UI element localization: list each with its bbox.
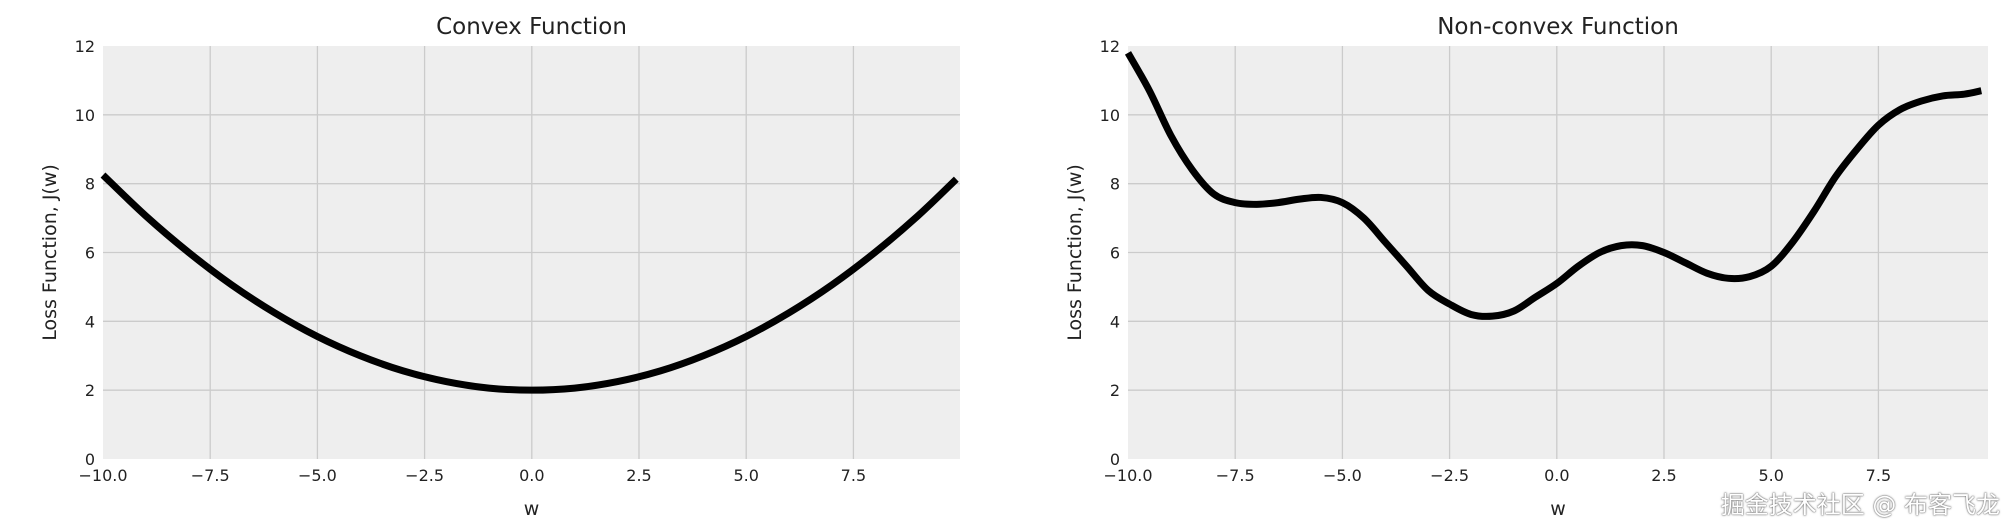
- loss-curve: [1124, 51, 1983, 320]
- x-tick-label: −5.0: [1323, 466, 1362, 485]
- x-tick-label: 5.0: [733, 466, 758, 485]
- x-tick-label: 7.5: [1866, 466, 1891, 485]
- y-tick-label: 6: [85, 244, 95, 263]
- y-tick-label: 8: [85, 175, 95, 194]
- x-tick-label: 2.5: [1651, 466, 1676, 485]
- x-tick-label: 7.5: [841, 466, 866, 485]
- x-tick-label: −5.0: [298, 466, 337, 485]
- x-tick-label: −2.5: [1430, 466, 1469, 485]
- y-tick-label: 8: [1110, 175, 1120, 194]
- y-tick-label: 12: [1100, 37, 1120, 56]
- x-tick-label: −7.5: [191, 466, 230, 485]
- x-axis-label: w: [524, 498, 540, 520]
- chart-title: Non-convex Function: [1437, 14, 1679, 40]
- watermark: 掘金技术社区 @ 布客飞龙: [1720, 491, 2000, 519]
- chart-panel-2: −10.0 −7.5 −5.0 −2.5 0.0 2.5 5.0 7.5 0 2 4 6 8 10 12 No…: [1064, 14, 1988, 520]
- y-tick-label: 0: [85, 450, 95, 469]
- loss-curve: [100, 172, 959, 394]
- y-axis-label: Loss Function, J(w): [1064, 164, 1086, 341]
- x-tick-label: −7.5: [1216, 466, 1255, 485]
- y-tick-label: 4: [1110, 312, 1120, 331]
- y-tick-label: 10: [75, 106, 95, 125]
- x-tick-label: −2.5: [405, 466, 444, 485]
- x-tick-label: 0.0: [1544, 466, 1569, 485]
- y-tick-label: 2: [85, 381, 95, 400]
- chart-panel-1: −10.0 −7.5 −5.0 −2.5 0.0 2.5 5.0 7.5 0 2 4 6 8 10 12 Co…: [39, 14, 960, 520]
- chart-title: Convex Function: [436, 14, 627, 40]
- y-tick-label: 2: [1110, 381, 1120, 400]
- x-tick-label: 0.0: [519, 466, 544, 485]
- x-tick-label: 5.0: [1758, 466, 1783, 485]
- y-tick-label: 0: [1110, 450, 1120, 469]
- y-tick-label: 12: [75, 37, 95, 56]
- x-tick-label: −10.0: [78, 466, 127, 485]
- x-tick-label: 2.5: [626, 466, 651, 485]
- x-tick-label: −10.0: [1103, 466, 1152, 485]
- y-tick-label: 4: [85, 312, 95, 331]
- y-axis-label: Loss Function, J(w): [39, 164, 61, 341]
- x-axis-label: w: [1550, 498, 1566, 520]
- y-tick-label: 6: [1110, 244, 1120, 263]
- y-tick-label: 10: [1100, 106, 1120, 125]
